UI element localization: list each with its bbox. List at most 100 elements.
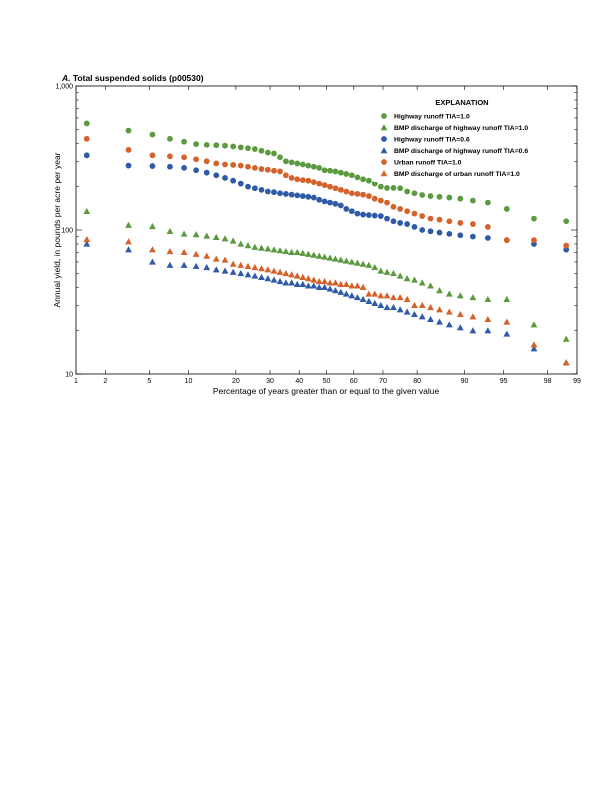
x-tick-labels: 1 2 5 10 20 30 40 50 60 70 80 90 95 98 99 <box>74 378 581 385</box>
data-point <box>371 180 378 187</box>
data-point <box>390 185 397 191</box>
data-point <box>563 246 570 253</box>
data-point <box>264 275 272 282</box>
data-point <box>293 248 301 256</box>
data-point <box>419 227 426 233</box>
data-point <box>293 272 301 279</box>
data-point <box>288 279 296 286</box>
data-point <box>365 212 372 218</box>
data-point <box>436 229 443 236</box>
data-point <box>258 265 265 272</box>
data-point <box>288 159 295 166</box>
data-point <box>354 210 361 217</box>
data-point <box>436 193 443 200</box>
data-point <box>332 287 339 294</box>
legend-label: Highway runoff TIA=1.0 <box>394 114 470 121</box>
data-point <box>503 318 511 325</box>
x-tick-label: 50 <box>323 378 331 385</box>
data-point <box>404 188 411 195</box>
data-point <box>360 176 366 183</box>
data-point <box>383 304 391 311</box>
data-point <box>271 150 277 157</box>
data-point <box>427 282 434 289</box>
data-point <box>503 330 511 337</box>
data-point <box>383 292 391 299</box>
tick-marks <box>75 85 578 375</box>
data-point <box>348 258 356 265</box>
data-point <box>436 306 443 313</box>
data-point <box>180 230 188 237</box>
data-point <box>418 313 426 320</box>
series-group <box>83 120 570 225</box>
data-point <box>446 230 453 237</box>
data-point <box>181 164 187 171</box>
data-point <box>360 191 366 198</box>
data-point <box>484 235 491 241</box>
data-point <box>484 295 492 303</box>
data-point <box>445 308 453 315</box>
data-point <box>456 310 464 317</box>
data-point <box>530 345 538 352</box>
data-point <box>419 192 426 198</box>
data-point <box>469 294 477 301</box>
data-point <box>149 246 156 253</box>
data-point <box>427 304 434 311</box>
data-point <box>203 263 211 271</box>
data-point <box>354 294 361 301</box>
data-point <box>563 218 570 225</box>
data-point <box>222 161 228 168</box>
legend-marker <box>381 113 387 119</box>
data-point <box>371 263 379 271</box>
data-point <box>245 183 251 190</box>
data-point <box>149 152 156 159</box>
data-point <box>125 246 132 253</box>
data-point <box>230 143 237 150</box>
data-point <box>456 292 464 299</box>
data-point <box>411 224 418 230</box>
data-point <box>469 313 477 320</box>
legend-label: Highway runoff TIA=0.6 <box>394 137 470 144</box>
data-point <box>337 202 344 209</box>
legend-label: BMP discharge of urban runoff TIA=1.0 <box>394 171 520 178</box>
data-point <box>327 183 333 190</box>
data-point <box>337 280 345 287</box>
data-point <box>244 242 252 249</box>
data-point <box>365 297 373 304</box>
data-point <box>436 318 443 325</box>
legend-marker <box>380 124 388 131</box>
data-point <box>181 154 187 161</box>
data-point <box>277 154 283 161</box>
data-point <box>213 160 220 167</box>
data-point <box>371 212 378 219</box>
data-point <box>390 269 397 277</box>
data-point <box>304 282 312 289</box>
data-point <box>282 248 290 255</box>
data-point <box>299 193 306 199</box>
data-point <box>337 256 345 263</box>
data-point <box>166 261 174 268</box>
data-point <box>436 216 443 223</box>
data-point <box>326 285 334 292</box>
data-point <box>229 260 237 267</box>
data-point <box>327 199 333 206</box>
data-point <box>310 276 318 283</box>
data-point <box>359 283 367 291</box>
data-point <box>396 294 404 301</box>
panel-label: A. <box>62 73 71 83</box>
data-point <box>457 232 464 239</box>
data-point <box>310 194 317 201</box>
data-point <box>213 142 220 149</box>
data-point <box>371 290 379 297</box>
data-point <box>192 262 200 269</box>
data-point <box>337 186 344 193</box>
data-point <box>83 207 91 214</box>
data-point <box>310 251 318 258</box>
data-point <box>305 162 312 169</box>
data-point <box>192 250 200 257</box>
data-point <box>332 255 339 262</box>
data-point <box>288 191 295 198</box>
data-point <box>193 167 200 174</box>
data-point <box>229 268 237 275</box>
x-tick-label: 20 <box>232 378 240 385</box>
